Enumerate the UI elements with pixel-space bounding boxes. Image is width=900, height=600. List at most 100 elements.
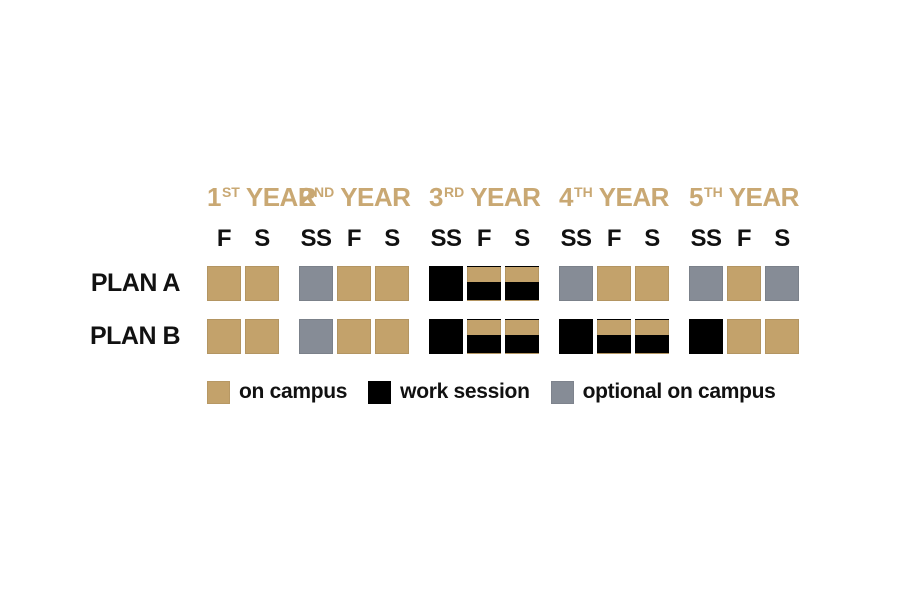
year-5-sem-f-label: F [736, 225, 752, 252]
year-1-header: 1ST YEAR [207, 182, 317, 212]
year-5-semesters: SS F S [689, 226, 799, 252]
year-2-semesters: SS F S [299, 226, 409, 252]
year-2-number: 2 [299, 182, 313, 212]
plan-a-year3-s-cell [505, 266, 539, 301]
plan-a-year1-s-cell [245, 266, 279, 301]
plan-b-year2-f-cell [337, 319, 371, 354]
year-4-header: 4TH YEAR [559, 183, 669, 211]
year-1-sem-f-label: F [216, 225, 232, 252]
legend-swatch-work-session [368, 380, 392, 404]
plan-a-year5-f-cell [727, 266, 761, 301]
plan-b-label: PLAN B [89, 322, 181, 350]
plan-a-year4-ss-cell [559, 266, 593, 301]
year-2-word: YEAR [340, 182, 411, 212]
legend-label-work-session: work session [400, 380, 530, 403]
plan-a-year-2-group [299, 266, 409, 301]
year-1-number: 1 [207, 182, 221, 212]
plan-b-year-3-group [429, 319, 539, 354]
plan-a-year-5-group [689, 266, 799, 301]
legend-swatch-on-campus [207, 380, 230, 404]
plan-a-year2-ss-cell [299, 266, 333, 301]
plan-b-year-2-group [299, 319, 409, 354]
plan-b-year1-f-cell [207, 319, 241, 354]
legend-label-optional-on-campus: optional on campus [582, 380, 776, 403]
plan-a-year5-s-cell [765, 266, 799, 301]
plan-a-row: PLAN A [88, 266, 799, 301]
legend-item-work-session: work session [368, 380, 530, 404]
semester-spacer [88, 226, 207, 252]
year-1-sem-s-label: S [254, 225, 270, 252]
plan-b-year-5-group [689, 319, 799, 354]
year-3-ordinal: RD [443, 184, 465, 200]
plan-b-year3-ss-cell [429, 319, 463, 354]
plan-b-year2-s-cell [375, 319, 409, 354]
year-3-sem-s-label: S [514, 225, 530, 252]
plan-b-year3-f-cell [467, 319, 501, 354]
plan-b-year1-s-cell [245, 319, 279, 354]
year-4-sem-f-label: F [606, 225, 622, 252]
plan-b-year-1-group [207, 319, 279, 354]
year-5-number: 5 [689, 182, 704, 212]
plan-b-row: PLAN B [88, 319, 799, 354]
year-3-sem-ss-label: SS [430, 225, 462, 252]
year-2-sem-f-label: F [346, 225, 362, 252]
year-3-word: YEAR [470, 182, 541, 212]
year-3-sem-f-label: F [476, 225, 492, 252]
year-4-ordinal: TH [574, 184, 593, 200]
semester-label-row: F S SS F S SS F S SS F S SS F S [88, 226, 799, 252]
year-5-sem-s-label: S [774, 225, 790, 252]
year-2-ordinal: ND [313, 184, 335, 200]
year-2-sem-ss-label: SS [300, 225, 332, 252]
year-2-sem-s-label: S [384, 225, 400, 252]
plan-b-year5-ss-cell [689, 319, 723, 354]
plan-b-year5-f-cell [727, 319, 761, 354]
year-3-number: 3 [429, 182, 443, 212]
plan-b-year4-ss-cell [559, 319, 593, 354]
plan-b-year4-f-cell [597, 319, 631, 354]
plan-b-year-4-group [559, 319, 669, 354]
year-5-word: YEAR [728, 182, 800, 212]
plan-a-blocks [207, 266, 799, 301]
academic-plan-figure: 1ST YEAR 2ND YEAR 3RD YEAR 4TH YEAR 5TH YEAR F S SS… [88, 183, 799, 404]
year-1-word: YEAR [245, 182, 317, 212]
plan-a-year4-s-cell [635, 266, 669, 301]
plan-b-blocks [207, 319, 799, 354]
year-1-ordinal: ST [221, 184, 240, 200]
year-4-semesters: SS F S [559, 226, 669, 252]
legend: on campus work session optional on campus [207, 380, 799, 404]
plan-a-year2-s-cell [375, 266, 409, 301]
plan-a-year2-f-cell [337, 266, 371, 301]
year-5-ordinal: TH [704, 184, 723, 200]
plan-a-year-1-group [207, 266, 279, 301]
year-header-spacer [88, 183, 207, 211]
year-3-semesters: SS F S [429, 226, 539, 252]
plan-b-year5-s-cell [765, 319, 799, 354]
legend-label-on-campus: on campus [239, 380, 348, 403]
year-3-header: 3RD YEAR [429, 182, 541, 212]
plan-a-year5-ss-cell [689, 266, 723, 301]
year-4-sem-ss-label: SS [560, 225, 592, 252]
plan-a-label: PLAN A [90, 269, 181, 297]
year-5-sem-ss-label: SS [690, 225, 722, 252]
semester-labels: F S SS F S SS F S SS F S SS F S [207, 226, 799, 252]
year-2-header: 2ND YEAR [299, 182, 411, 212]
legend-swatch-optional-on-campus [550, 380, 574, 404]
legend-item-optional-on-campus: optional on campus [550, 380, 776, 404]
plan-b-year4-s-cell [635, 319, 669, 354]
year-header-row: 1ST YEAR 2ND YEAR 3RD YEAR 4TH YEAR 5TH YEAR [88, 183, 799, 211]
plan-a-year3-ss-cell [429, 266, 463, 301]
year-4-sem-s-label: S [644, 225, 660, 252]
plan-a-year4-f-cell [597, 266, 631, 301]
plan-rows: PLAN A PLAN B [88, 266, 799, 354]
year-headers: 1ST YEAR 2ND YEAR 3RD YEAR 4TH YEAR 5TH YEAR [207, 183, 799, 211]
year-4-number: 4 [559, 182, 574, 212]
plan-a-year3-f-cell [467, 266, 501, 301]
plan-b-year3-s-cell [505, 319, 539, 354]
plan-a-year1-f-cell [207, 266, 241, 301]
year-4-word: YEAR [598, 182, 670, 212]
plan-a-year-4-group [559, 266, 669, 301]
plan-b-year2-ss-cell [299, 319, 333, 354]
legend-item-on-campus: on campus [207, 380, 347, 404]
